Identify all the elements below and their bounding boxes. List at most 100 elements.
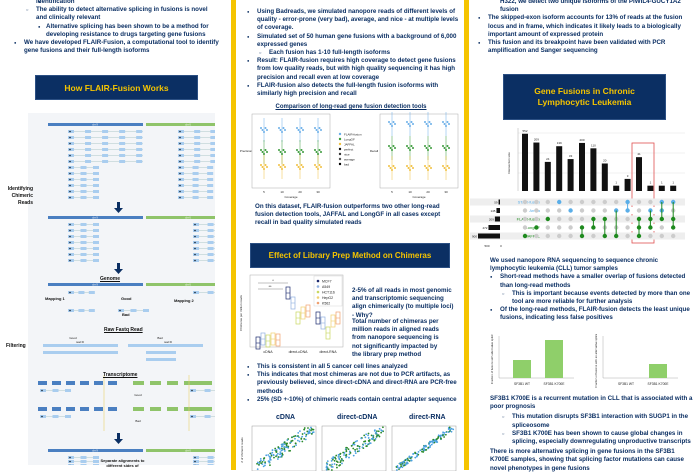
axis-tick-label: 0 [500,244,502,248]
exon-block [194,130,200,133]
data-point [409,149,411,151]
bar-value-label: 200 [579,138,584,142]
exon-block [68,142,74,145]
chr-label: chr 9 [92,284,98,287]
section-header-library-prep: Effect of Library Prep Method on Chimera… [250,243,450,268]
data-point [273,454,275,456]
good-label: Good [69,336,77,340]
exon-block [193,235,199,238]
exon-block [167,407,178,411]
exon-block [207,178,213,181]
data-point [263,465,265,467]
read-id-label: read ID [76,341,84,344]
data-point [280,129,282,131]
matrix-dot [568,200,572,204]
bar-value-label: 209 [534,138,539,142]
data-point [275,455,277,457]
data-point [332,456,334,458]
data-point [298,129,300,131]
matrix-dot [523,217,527,221]
data-point [284,450,286,452]
exon-block [178,154,184,157]
exon-block [205,415,211,418]
exon-block [210,154,215,157]
data-point [416,456,418,458]
exon-block [178,130,184,133]
bullet: Result: FLAIR-fusion requires high cover… [247,57,459,82]
set-size-bar [478,234,500,239]
exon-block [93,178,99,181]
intersection-bar [659,186,665,191]
exon-block [81,223,87,226]
exon-block [190,415,196,418]
breakpoint [69,461,71,463]
legend-label: A549 [322,285,330,289]
x-tick-label: SF3B1 K700E [544,382,566,386]
data-point [421,448,423,450]
exon-block [210,136,215,139]
exon-block [93,184,99,187]
data-point [258,462,260,464]
exon-block [78,309,84,312]
data-point [262,461,264,463]
exon-block [68,154,74,157]
data-point [414,457,416,459]
exon-block [207,166,213,169]
exon-block [93,190,99,193]
breakpoint [179,191,181,193]
good-label: Good [134,393,142,397]
data-point [374,429,376,431]
matrix-dot [648,200,652,204]
breakpoint [69,260,71,262]
down-arrow [114,269,123,274]
exon-block [136,130,142,133]
data-point [304,427,306,429]
intersection-bar [556,146,562,191]
intersection-bar [590,148,596,191]
data-point [402,462,404,464]
data-point [448,431,450,433]
data-point [279,456,281,458]
breakpoint [194,457,196,459]
data-point [362,446,364,448]
scatter-title-direct-cdna: direct-cDNA [337,414,377,421]
data-point [356,440,358,442]
data-point [305,434,307,436]
exon-block [133,407,144,411]
chromosome-bar [146,283,215,286]
data-point [297,432,299,434]
exon-block [201,407,212,411]
data-point [367,444,369,446]
exon-block [210,130,215,133]
breakpoint [179,137,181,139]
data-point [304,432,306,434]
set-size-label: 145 [490,209,495,213]
raw-read [146,358,176,361]
data-point [445,431,447,433]
set-size-label: 900 [472,235,477,239]
data-point [380,432,382,434]
data-point [299,131,301,133]
data-point [336,464,338,466]
data-point [442,431,444,433]
exon-block [53,389,59,392]
bar [649,364,667,378]
breakpoint [69,242,71,244]
exon-block [68,196,74,199]
data-point [376,435,378,437]
bad-label: Bad [135,419,141,423]
exon-block [119,130,125,133]
legend-marker [339,143,341,145]
axis-label: Chimeras per million reads [239,295,243,331]
x-tick-label: SF3B1 WT [618,382,634,386]
data-point [278,127,280,129]
data-point [448,123,450,125]
intersection-bar [579,143,585,191]
data-point [281,131,283,133]
data-point [284,129,286,131]
data-point [416,453,418,455]
exon-block [66,381,75,385]
data-point [393,121,395,123]
data-point [260,127,262,129]
data-point [334,463,336,465]
